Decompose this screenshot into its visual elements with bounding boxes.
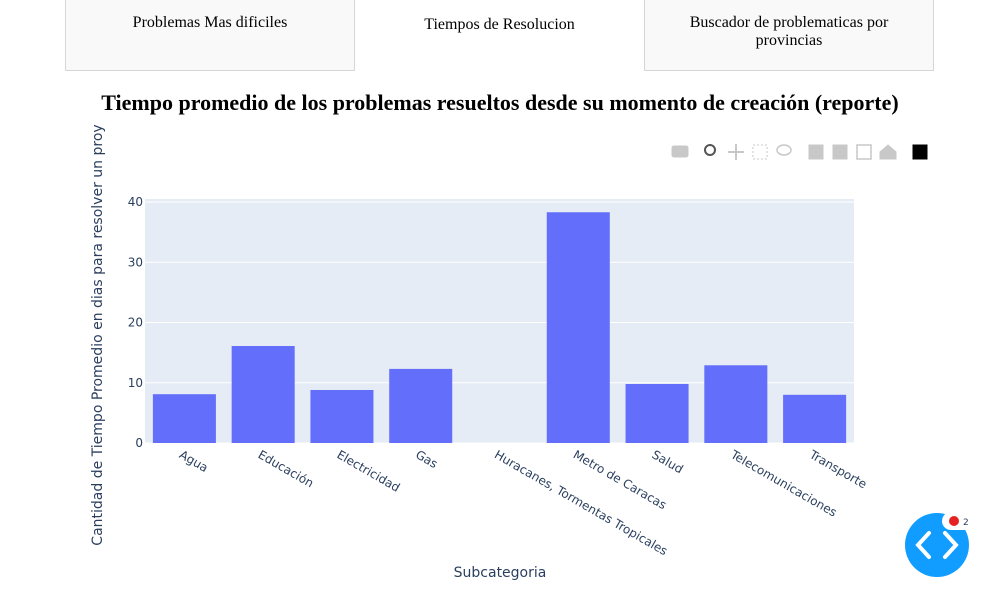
bar <box>152 394 216 443</box>
plotly-logo[interactable] <box>912 144 928 160</box>
bar <box>704 365 768 443</box>
bar <box>310 389 374 443</box>
y-tick-label: 30 <box>128 255 143 269</box>
x-tick-label: Agua <box>177 447 211 475</box>
debug-icon <box>915 531 959 559</box>
autoscale-icon[interactable] <box>856 144 872 160</box>
tab[interactable]: Problemas Mas dificiles <box>65 0 355 71</box>
reset-icon[interactable] <box>879 144 897 160</box>
x-tick-label: Electricidad <box>334 447 402 494</box>
bar <box>231 346 295 443</box>
zoom-out-icon[interactable] <box>832 144 848 160</box>
lasso-icon[interactable] <box>776 144 792 156</box>
pan-icon[interactable] <box>728 144 744 160</box>
y-tick-label: 40 <box>128 195 143 209</box>
bar <box>389 368 453 443</box>
bar <box>783 394 847 443</box>
x-axis-title: Subcategoria <box>454 565 547 581</box>
x-tick-label: Educación <box>256 447 316 490</box>
badge-count: 2 <box>963 518 969 528</box>
x-tick-label: Gas <box>413 447 440 471</box>
tab-active[interactable]: Tiempos de Resolucion <box>424 16 575 33</box>
bar <box>546 212 610 443</box>
zoom-icon[interactable] <box>704 144 716 156</box>
x-tick-label: Salud <box>650 447 686 476</box>
y-tick-label: 10 <box>128 376 143 390</box>
tab[interactable]: Buscador de problematicas por provincias <box>644 0 934 71</box>
select-icon[interactable] <box>752 144 768 160</box>
chart-title: Tiempo promedio de los problemas resuelt… <box>101 90 899 115</box>
y-axis-title: Cantidad de Tiempo Promedio en dias para… <box>90 124 106 545</box>
camera-icon[interactable] <box>671 145 689 158</box>
x-tick-label: Transporte <box>806 447 869 491</box>
y-tick-label: 0 <box>135 436 143 450</box>
error-dot <box>949 516 959 526</box>
zoom-in-icon[interactable] <box>808 144 824 160</box>
modebar <box>671 144 928 160</box>
y-tick-label: 20 <box>128 316 143 330</box>
bar <box>625 383 689 443</box>
